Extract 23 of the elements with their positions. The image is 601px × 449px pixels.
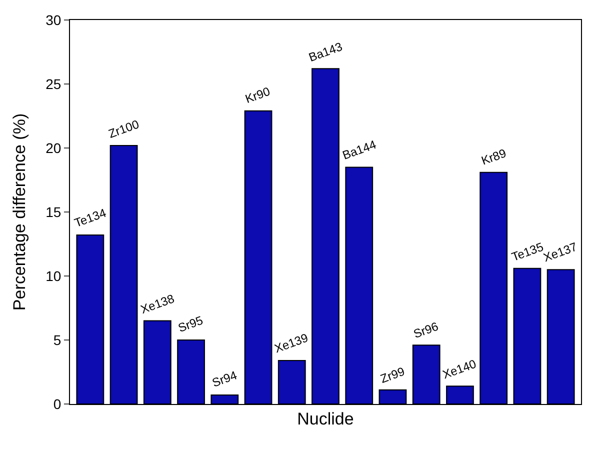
x-tick-label: Te134 <box>72 206 108 230</box>
y-tick-label: 0 <box>53 396 62 412</box>
x-tick-label: Kr89 <box>479 146 508 168</box>
x-tick-label: Kr90 <box>243 84 272 106</box>
x-tick-label: Xe140 <box>440 356 478 382</box>
x-tick-label: Zr99 <box>378 364 407 386</box>
x-axis-title: Nuclide <box>297 409 354 428</box>
y-tick-label: 25 <box>46 76 62 92</box>
x-tick-label: Ba144 <box>340 137 378 162</box>
y-tick-label: 5 <box>53 332 62 348</box>
y-tick-label: 15 <box>46 204 62 220</box>
y-tick-label: 10 <box>46 268 62 284</box>
y-axis-title: Percentage difference (%) <box>10 113 30 311</box>
x-tick-label: Zr100 <box>106 116 142 141</box>
x-tick-label: Sr94 <box>210 368 240 390</box>
x-tick-label: Sr96 <box>412 319 440 342</box>
x-tick-label: Ba143 <box>306 39 345 65</box>
y-tick-label: 30 <box>46 12 62 28</box>
y-tick-label: 20 <box>46 140 62 156</box>
x-tick-label: Xe139 <box>272 330 310 356</box>
x-tick-label: Sr95 <box>176 313 206 336</box>
x-tick-label: Xe138 <box>138 291 176 317</box>
x-tick-label: Xe137 <box>542 240 580 265</box>
